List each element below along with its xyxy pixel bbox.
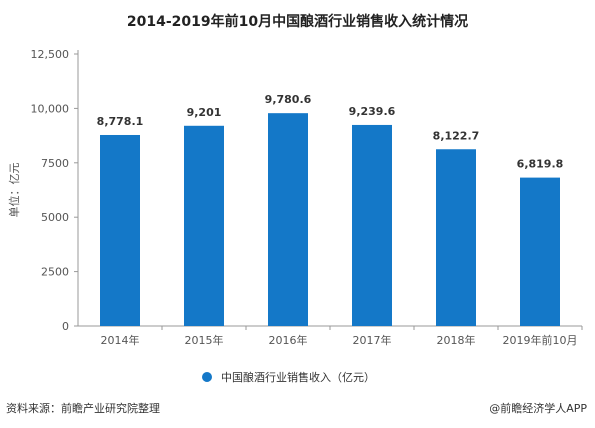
bar-value-label: 9,239.6 [349, 105, 396, 118]
chart-title: 2014-2019年前10月中国酿酒行业销售收入统计情况 [126, 14, 469, 30]
legend-label: 中国酿酒行业销售收入（亿元） [221, 370, 375, 384]
x-tick-label: 2017年 [353, 333, 392, 347]
x-tick-label: 2016年 [269, 333, 308, 347]
y-tick-label: 0 [62, 320, 69, 333]
bar-value-label: 8,122.7 [433, 129, 480, 142]
y-tick-label: 2500 [41, 266, 69, 279]
y-tick-label: 5000 [41, 211, 69, 224]
y-tick-label: 7500 [41, 157, 69, 170]
bar-value-label: 6,819.8 [517, 158, 564, 171]
x-tick-label: 2019年前10月 [503, 333, 578, 347]
y-tick-label: 10,000 [31, 102, 70, 115]
y-axis-unit-label: 单位：亿元 [7, 163, 21, 218]
bar [184, 125, 224, 326]
bar [268, 113, 308, 327]
brand-credit: @前瞻经济学人APP [489, 402, 587, 415]
bar-value-label: 9,201 [187, 106, 222, 119]
bar [436, 149, 476, 326]
x-tick-label: 2014年 [101, 333, 140, 347]
bar [100, 134, 140, 326]
bar [520, 177, 560, 326]
y-tick-label: 12,500 [31, 48, 70, 61]
x-tick-label: 2018年 [437, 333, 476, 347]
bar-value-label: 8,778.1 [97, 115, 144, 128]
bar [352, 124, 392, 326]
legend-marker [202, 372, 212, 382]
source-note: 资料来源：前瞻产业研究院整理 [6, 402, 160, 415]
bar-value-label: 9,780.6 [265, 93, 312, 106]
x-tick-label: 2015年 [185, 333, 224, 347]
